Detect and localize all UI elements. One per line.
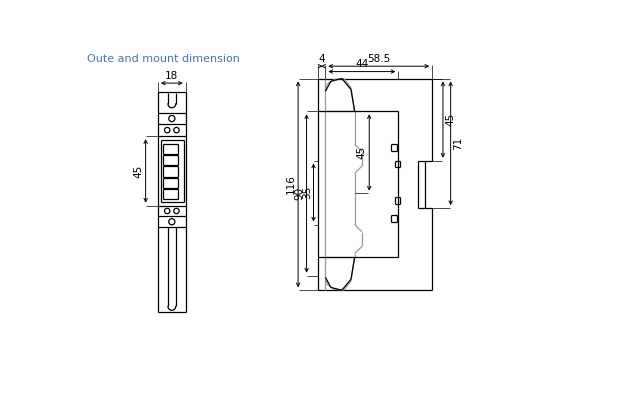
Text: 45: 45 xyxy=(133,164,144,177)
Text: 116: 116 xyxy=(286,175,296,194)
Text: 58.5: 58.5 xyxy=(367,54,391,64)
Text: 45: 45 xyxy=(445,113,455,126)
Text: Oute and mount dimension: Oute and mount dimension xyxy=(87,54,240,64)
Text: 71: 71 xyxy=(453,137,463,150)
Text: 4: 4 xyxy=(319,54,325,64)
Text: 90: 90 xyxy=(294,187,304,200)
Text: 35: 35 xyxy=(302,186,312,199)
Text: 18: 18 xyxy=(165,71,178,81)
Text: 44: 44 xyxy=(356,59,368,69)
Text: 45: 45 xyxy=(357,146,367,159)
